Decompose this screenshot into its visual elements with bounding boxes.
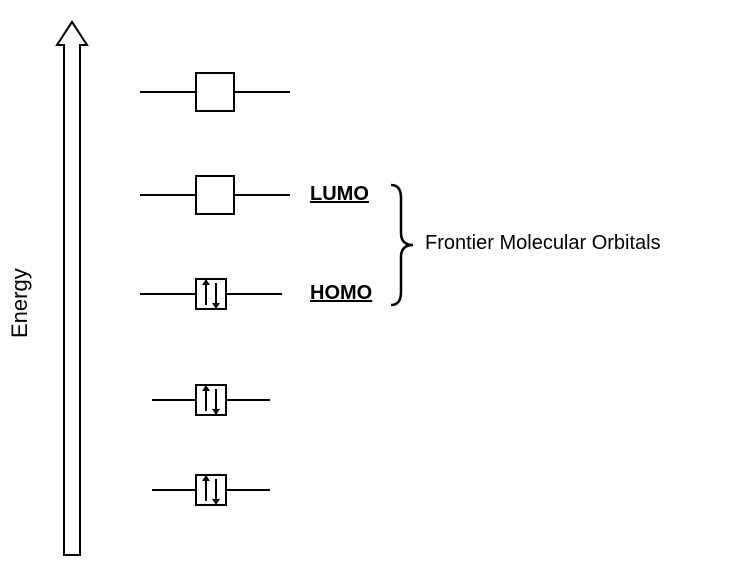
orbital-box-filled [195,384,227,416]
orbital-box-filled [195,278,227,310]
energy-axis-arrow [52,20,92,560]
electron-spin-up-icon [205,389,207,411]
frontier-orbitals-label: Frontier Molecular Orbitals [425,232,661,255]
energy-axis-label: Energy [7,268,33,338]
electron-spin-down-icon [215,283,217,305]
electron-spin-up-icon [205,283,207,305]
electron-spin-down-icon [215,479,217,501]
orbital-line [227,399,270,401]
orbital-line [140,194,195,196]
orbital-line [140,293,195,295]
orbital-box-filled [195,474,227,506]
orbital-line [140,91,195,93]
orbital-line [152,399,195,401]
electron-spin-up-icon [205,479,207,501]
brace-icon [389,183,417,307]
orbital-line [227,293,282,295]
orbital-box-empty [195,72,235,112]
orbital-line [227,489,270,491]
electron-spin-down-icon [215,389,217,411]
orbital-line [235,91,290,93]
homo-label: HOMO [310,282,372,305]
orbital-line [235,194,290,196]
orbital-line [152,489,195,491]
orbital-box-empty [195,175,235,215]
lumo-label: LUMO [310,183,369,206]
